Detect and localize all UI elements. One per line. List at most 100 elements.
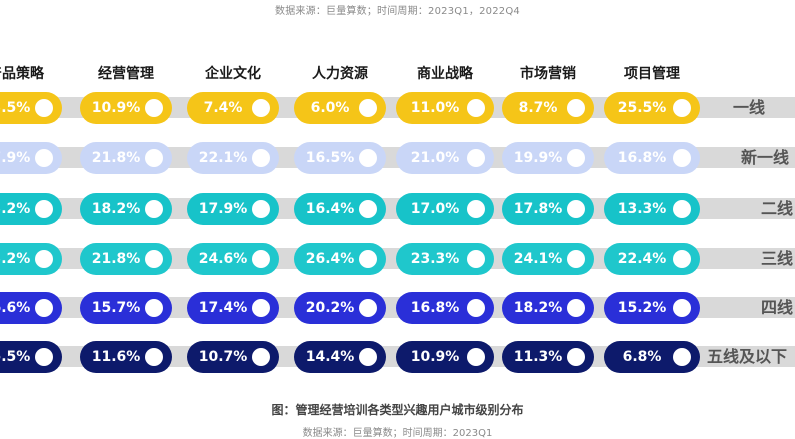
value-pill: 6.0%	[294, 92, 386, 124]
circle-marker-icon	[567, 348, 585, 366]
value-label: 6.8%	[622, 349, 662, 365]
value-pill: 11.6%	[80, 341, 172, 373]
value-pill: 17.9%	[0, 142, 62, 174]
value-label: 22.4%	[617, 251, 667, 267]
value-pill: 18.2%	[80, 193, 172, 225]
tier-label: 一线	[733, 98, 766, 117]
value-pill: 13.2%	[0, 193, 62, 225]
value-pill: 13.3%	[604, 193, 700, 225]
tier-label: 二线	[761, 199, 794, 218]
value-label: 18.2%	[91, 201, 141, 217]
value-label: 15.2%	[617, 300, 667, 316]
value-pill: 17.4%	[187, 292, 279, 324]
value-pill: 16.8%	[396, 292, 494, 324]
value-pill: 21.0%	[396, 142, 494, 174]
value-pill: 6.8%	[604, 341, 700, 373]
circle-marker-icon	[467, 149, 485, 167]
circle-marker-icon	[35, 200, 53, 218]
value-label: 24.1%	[513, 251, 563, 267]
circle-marker-icon	[145, 299, 163, 317]
circle-marker-icon	[252, 99, 270, 117]
value-label: 18.2%	[513, 300, 563, 316]
circle-marker-icon	[567, 149, 585, 167]
value-pill: 15.2%	[604, 292, 700, 324]
circle-marker-icon	[252, 299, 270, 317]
circle-marker-icon	[673, 149, 691, 167]
value-label: 24.6%	[198, 251, 248, 267]
value-label: 6.0%	[310, 100, 350, 116]
value-label: 23.3%	[410, 251, 460, 267]
circle-marker-icon	[252, 348, 270, 366]
value-pill: 24.1%	[502, 243, 594, 275]
value-pill: 15.7%	[80, 292, 172, 324]
circle-marker-icon	[467, 348, 485, 366]
value-pill: 7.4%	[187, 92, 279, 124]
circle-marker-icon	[145, 250, 163, 268]
value-label: 13.5%	[0, 100, 31, 116]
value-pill: 14.4%	[294, 341, 386, 373]
circle-marker-icon	[252, 149, 270, 167]
value-pill: 16.4%	[294, 193, 386, 225]
circle-marker-icon	[359, 250, 377, 268]
value-label: 21.0%	[410, 150, 460, 166]
value-label: 17.0%	[410, 201, 460, 217]
circle-marker-icon	[35, 299, 53, 317]
value-label: 8.7%	[518, 100, 558, 116]
circle-marker-icon	[35, 99, 53, 117]
value-pill: 23.3%	[396, 243, 494, 275]
value-label: 20.2%	[305, 300, 355, 316]
value-pill: 20.2%	[294, 292, 386, 324]
circle-marker-icon	[359, 348, 377, 366]
value-label: 10.9%	[91, 100, 141, 116]
value-label: 16.8%	[617, 150, 667, 166]
value-label: 16.6%	[0, 300, 31, 316]
circle-marker-icon	[567, 99, 585, 117]
value-label: 21.8%	[91, 251, 141, 267]
circle-marker-icon	[145, 200, 163, 218]
circle-marker-icon	[467, 299, 485, 317]
circle-marker-icon	[35, 250, 53, 268]
value-pill: 22.4%	[604, 243, 700, 275]
circle-marker-icon	[567, 250, 585, 268]
tier-label: 五线及以下	[707, 347, 788, 366]
circle-marker-icon	[252, 200, 270, 218]
circle-marker-icon	[567, 200, 585, 218]
value-label: 26.4%	[305, 251, 355, 267]
value-pill: 24.6%	[187, 243, 279, 275]
circle-marker-icon	[673, 250, 691, 268]
column-header: 产品策略	[0, 66, 44, 82]
value-label: 7.4%	[203, 100, 243, 116]
value-label: 16.8%	[410, 300, 460, 316]
value-label: 11.6%	[91, 349, 141, 365]
value-pill: 16.6%	[0, 292, 62, 324]
column-header: 项目管理	[624, 66, 680, 82]
value-label: 22.1%	[198, 150, 248, 166]
top-source-note: 数据来源：巨量算数；时间周期：2023Q1，2022Q4	[275, 6, 520, 17]
value-pill: 17.9%	[187, 193, 279, 225]
value-pill: 22.1%	[187, 142, 279, 174]
column-header: 企业文化	[205, 66, 261, 82]
column-header: 市场营销	[520, 66, 576, 82]
value-pill: 16.8%	[604, 142, 700, 174]
value-label: 13.3%	[617, 201, 667, 217]
tier-label: 新一线	[741, 148, 790, 167]
circle-marker-icon	[145, 348, 163, 366]
value-pill: 10.9%	[396, 341, 494, 373]
column-header: 经营管理	[98, 66, 154, 82]
circle-marker-icon	[673, 99, 691, 117]
tier-label: 三线	[761, 249, 794, 268]
value-pill: 10.7%	[187, 341, 279, 373]
value-pill: 19.9%	[502, 142, 594, 174]
circle-marker-icon	[673, 299, 691, 317]
value-label: 16.5%	[305, 150, 355, 166]
circle-marker-icon	[35, 149, 53, 167]
circle-marker-icon	[467, 250, 485, 268]
bottom-source-note: 数据来源：巨量算数；时间周期：2023Q1	[302, 428, 493, 439]
value-label: 13.2%	[0, 201, 31, 217]
value-label: 11.3%	[513, 349, 563, 365]
value-pill: 15.5%	[0, 341, 62, 373]
value-label: 10.9%	[410, 349, 460, 365]
value-pill: 16.5%	[294, 142, 386, 174]
value-pill: 21.8%	[80, 142, 172, 174]
column-header: 商业战略	[417, 66, 473, 82]
